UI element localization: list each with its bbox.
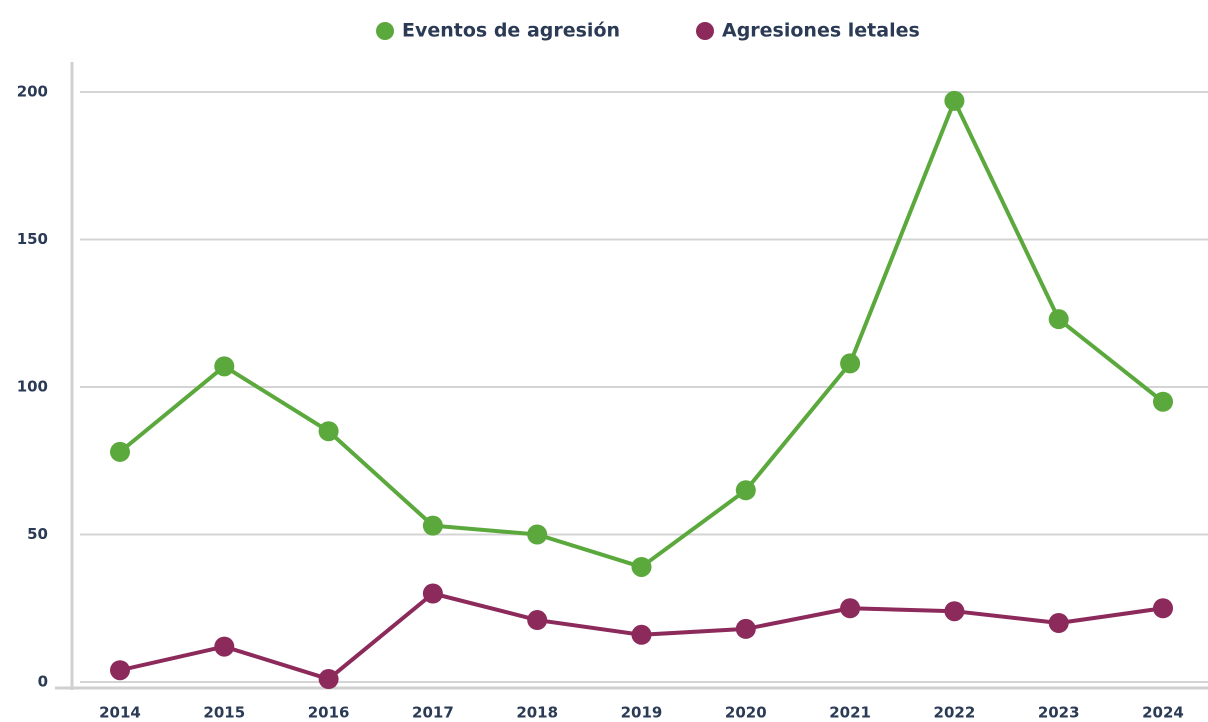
data-point	[1153, 391, 1173, 412]
x-tick-label: 2017	[412, 704, 454, 722]
data-point	[527, 610, 548, 631]
series-line	[118, 98, 1165, 569]
data-point	[214, 636, 235, 657]
legend-label: Agresiones letales	[722, 20, 920, 42]
legend-marker	[696, 22, 714, 40]
legend-label: Eventos de agresión	[402, 20, 620, 42]
y-tick-label: 100	[17, 378, 48, 396]
data-point	[840, 598, 861, 619]
x-tick-label: 2022	[934, 704, 976, 722]
x-tick-label: 2016	[308, 704, 350, 722]
x-tick-label: 2023	[1038, 704, 1080, 722]
x-tick-label: 2018	[516, 704, 558, 722]
data-point	[1048, 309, 1069, 330]
data-point	[735, 618, 756, 639]
data-point	[110, 660, 130, 681]
x-tick-label: 2021	[829, 704, 871, 722]
data-point	[944, 601, 965, 622]
x-tick-label: 2015	[203, 704, 245, 722]
x-tick-label: 2020	[725, 704, 767, 722]
data-point	[422, 583, 443, 604]
y-tick-label: 200	[17, 83, 48, 101]
data-point	[840, 353, 861, 374]
x-tick-label: 2014	[99, 704, 141, 722]
data-point	[318, 421, 339, 442]
data-point	[318, 669, 339, 690]
data-point	[944, 90, 965, 111]
data-point	[527, 524, 548, 545]
y-tick-label: 150	[17, 230, 48, 248]
data-point	[214, 356, 235, 377]
x-tick-label: 2019	[621, 704, 663, 722]
data-point	[735, 480, 756, 501]
data-point	[1153, 598, 1173, 619]
x-tick-label: 2024	[1142, 704, 1184, 722]
data-point	[631, 624, 652, 645]
data-point	[110, 441, 130, 462]
y-tick-label: 50	[27, 525, 48, 543]
y-tick-label: 0	[38, 673, 48, 691]
legend-marker	[376, 22, 394, 40]
data-point	[1048, 613, 1069, 633]
data-point	[631, 556, 652, 577]
data-point	[422, 515, 443, 536]
